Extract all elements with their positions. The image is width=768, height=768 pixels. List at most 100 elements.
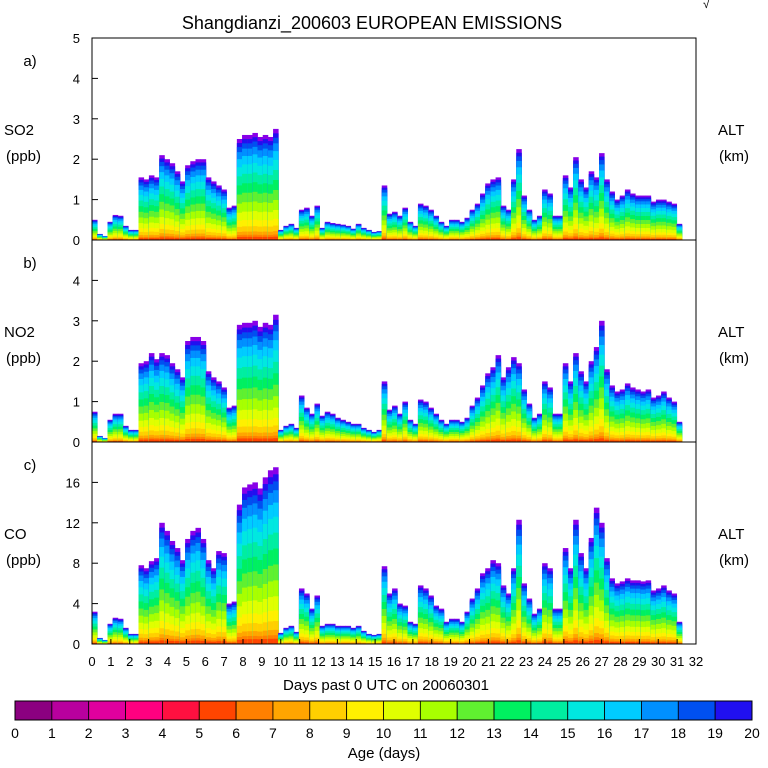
data-bar <box>542 189 548 240</box>
data-bar <box>117 618 124 644</box>
y-tick-label: 2 <box>73 354 80 369</box>
data-bar <box>526 209 533 240</box>
data-bar <box>402 207 408 240</box>
data-bar <box>216 551 222 644</box>
data-bar <box>630 387 636 442</box>
data-bar <box>138 177 145 240</box>
age-layer <box>386 642 393 644</box>
age-layer <box>521 238 527 240</box>
data-bar <box>298 209 305 240</box>
data-bar <box>386 213 393 240</box>
data-bar <box>164 530 170 644</box>
data-bar <box>562 363 569 442</box>
age-layer <box>469 440 476 442</box>
age-layer <box>655 238 662 240</box>
data-bar <box>169 540 176 644</box>
data-bar <box>112 413 119 442</box>
age-layer <box>609 238 615 240</box>
age-layer <box>174 439 181 442</box>
data-bar <box>609 385 615 442</box>
species-label: NO2 <box>4 324 35 341</box>
data-bar <box>211 568 217 644</box>
data-bar <box>314 595 320 644</box>
data-bar <box>340 224 346 240</box>
data-bar <box>236 504 243 644</box>
age-layer <box>526 440 533 442</box>
age-layer <box>474 238 481 240</box>
age-layer <box>417 238 424 240</box>
data-bar <box>257 488 264 644</box>
age-layer <box>211 238 217 240</box>
data-bar <box>386 593 393 644</box>
data-bar <box>505 209 512 240</box>
data-bar <box>614 199 621 240</box>
data-bar <box>298 395 305 442</box>
data-bar <box>392 211 398 240</box>
data-bar <box>423 401 429 442</box>
age-layer <box>174 641 181 644</box>
data-bar <box>443 423 450 442</box>
data-bar <box>557 215 564 240</box>
age-layer <box>614 440 621 442</box>
data-bar <box>666 201 672 240</box>
data-bar <box>355 223 362 240</box>
data-bar <box>376 633 383 644</box>
data-bar <box>97 637 103 644</box>
data-bar <box>143 179 150 240</box>
data-bar <box>542 381 548 442</box>
age-layer <box>226 440 233 442</box>
age-layer <box>242 236 248 240</box>
data-bar <box>397 413 403 442</box>
data-bar <box>102 437 108 442</box>
data-bar <box>531 417 538 442</box>
data-bar <box>123 425 129 442</box>
data-bar <box>242 322 248 442</box>
age-layer <box>185 438 191 442</box>
age-layer <box>231 238 238 240</box>
age-layer <box>221 440 227 442</box>
age-layer <box>154 641 160 644</box>
age-layer <box>500 440 507 442</box>
data-bar <box>247 134 253 240</box>
data-bar <box>319 625 326 644</box>
corner-mark: √ <box>703 0 710 11</box>
age-layer <box>298 642 305 644</box>
age-layer <box>635 440 641 442</box>
data-bar <box>464 417 471 442</box>
age-layer <box>547 238 553 240</box>
data-bar <box>288 625 295 644</box>
data-bar <box>480 193 486 240</box>
age-layer <box>599 438 605 442</box>
age-layer <box>604 238 610 240</box>
data-bar <box>397 215 403 240</box>
data-bar <box>107 623 114 644</box>
age-layer <box>511 439 517 442</box>
age-layer <box>614 238 621 240</box>
age-layer <box>624 238 631 240</box>
age-layer <box>262 639 269 644</box>
data-bar <box>568 381 574 442</box>
data-bar <box>159 155 165 240</box>
data-bar <box>417 399 424 442</box>
data-bar <box>195 159 201 240</box>
data-bar <box>671 203 678 240</box>
data-bar <box>273 128 279 240</box>
data-bar <box>635 195 641 240</box>
data-bar <box>588 171 595 240</box>
data-bar <box>381 381 388 442</box>
data-bar <box>536 413 543 442</box>
data-bar <box>143 568 150 644</box>
age-layer <box>195 640 201 644</box>
data-bar <box>190 530 196 644</box>
age-layer <box>242 639 248 644</box>
data-bar <box>273 467 279 644</box>
data-bar <box>381 185 388 240</box>
data-bar <box>278 229 284 240</box>
age-layer <box>588 439 595 442</box>
data-bar <box>335 417 341 442</box>
data-bar <box>345 421 352 442</box>
age-layer <box>174 237 181 240</box>
data-bar <box>174 369 181 442</box>
data-bar <box>319 227 326 240</box>
age-layer <box>304 440 310 442</box>
